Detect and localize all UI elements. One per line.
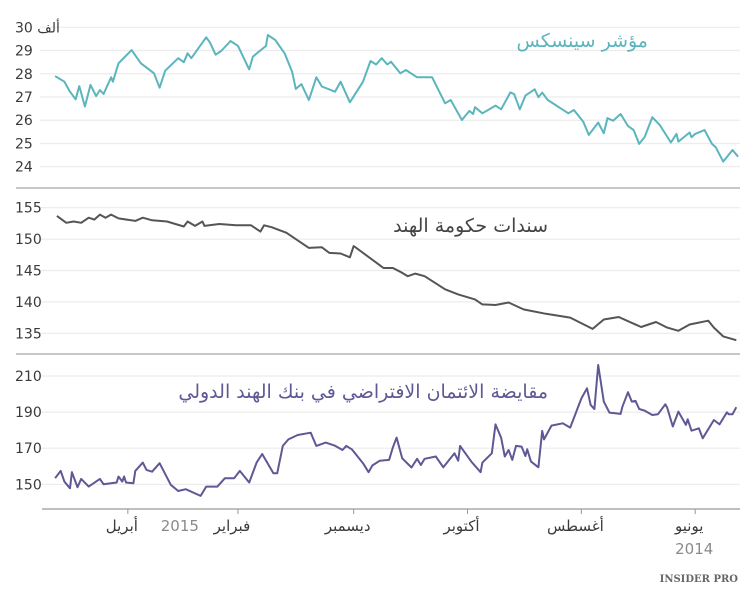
y-tick-label: 25 <box>15 136 33 152</box>
insider-pro-logo: INSIDER PRO <box>660 574 739 585</box>
x-tick-label: فبراير <box>213 517 251 535</box>
series-line-0 <box>54 34 739 163</box>
y-tick-label: 135 <box>15 326 42 342</box>
y-tick-label: 140 <box>15 295 42 311</box>
x-tick-year: 2015 <box>161 517 199 535</box>
cds-title: مقايضة الائتمان الافتراضي في بنك الهند ا… <box>178 381 548 403</box>
series-lines <box>54 34 739 497</box>
y-tick-label: 30 ألف <box>15 18 60 36</box>
y-tick-label: 27 <box>15 90 33 106</box>
y-tick-label: 170 <box>15 441 42 457</box>
x-tick-label: يونيو <box>674 517 703 535</box>
y-tick-label: 26 <box>15 113 33 129</box>
gridlines <box>40 26 740 485</box>
y-axis-ticks: 24 25 26 27 28 29 30 ألف 135 140 145 150 155 150 170 1… <box>15 18 60 493</box>
x-tick-label: أبريل <box>106 516 138 535</box>
x-axis-ticks: يونيو 2014 أغسطس أكتوبر ديسمبر فبراير أبريل 201… <box>106 509 713 558</box>
x-tick-label: ديسمبر <box>324 517 371 535</box>
y-tick-label: 150 <box>15 232 42 248</box>
y-tick-label: 145 <box>15 264 42 280</box>
x-tick-year: 2014 <box>675 540 713 558</box>
y-tick-label: 210 <box>15 369 42 385</box>
x-tick-label: أغسطس <box>547 516 604 535</box>
bonds-title: سندات حكومة الهند <box>393 215 548 237</box>
y-tick-label: 24 <box>15 160 33 176</box>
y-tick-label: 28 <box>15 67 33 83</box>
y-tick-label: 150 <box>15 477 42 493</box>
series-line-2 <box>54 364 738 497</box>
x-tick-label: أكتوبر <box>442 516 479 535</box>
y-tick-label: 155 <box>15 201 42 217</box>
series-line-1 <box>56 213 737 342</box>
y-tick-label: 190 <box>15 405 42 421</box>
sensex-title: مؤشر سينسكس <box>517 30 649 52</box>
y-tick-label: 29 <box>15 44 33 60</box>
